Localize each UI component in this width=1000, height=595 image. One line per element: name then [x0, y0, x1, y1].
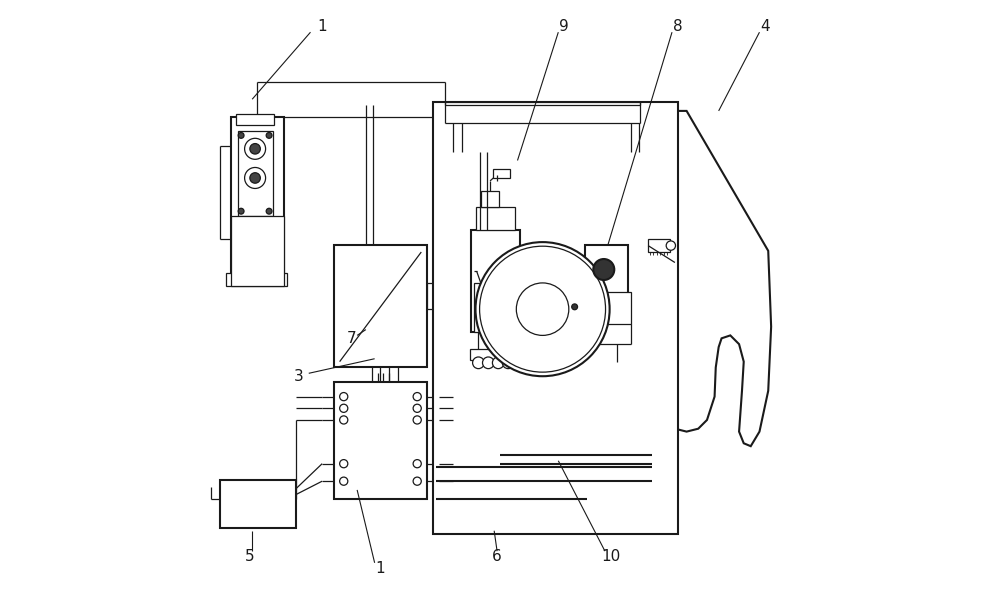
Circle shape: [516, 283, 569, 336]
Text: 10: 10: [601, 549, 620, 565]
Text: 9: 9: [559, 19, 569, 34]
Text: 8: 8: [673, 19, 683, 34]
Bar: [468, 491, 520, 528]
Circle shape: [413, 393, 421, 400]
Circle shape: [340, 459, 348, 468]
Bar: [470, 349, 528, 361]
Bar: [445, 102, 640, 105]
Bar: [433, 102, 678, 534]
Polygon shape: [669, 111, 771, 446]
Circle shape: [572, 304, 578, 310]
Circle shape: [593, 259, 614, 280]
Text: 3: 3: [294, 369, 304, 384]
Bar: [334, 382, 427, 499]
Bar: [238, 131, 273, 216]
Circle shape: [238, 208, 244, 214]
Circle shape: [238, 133, 244, 138]
Text: 1: 1: [317, 19, 327, 34]
Text: 4: 4: [760, 19, 770, 34]
Circle shape: [476, 242, 610, 376]
Bar: [471, 230, 520, 333]
Circle shape: [413, 404, 421, 412]
Bar: [476, 207, 515, 230]
Circle shape: [502, 357, 514, 369]
Polygon shape: [371, 386, 399, 400]
Circle shape: [245, 138, 266, 159]
Circle shape: [340, 393, 348, 400]
Text: 7: 7: [346, 331, 356, 346]
Bar: [572, 303, 578, 311]
Bar: [231, 117, 284, 277]
Bar: [334, 245, 427, 368]
Circle shape: [340, 477, 348, 486]
Circle shape: [492, 357, 504, 369]
Circle shape: [413, 416, 421, 424]
Bar: [493, 168, 510, 178]
Circle shape: [250, 143, 260, 154]
Text: 6: 6: [492, 549, 502, 565]
Bar: [548, 299, 572, 316]
Bar: [570, 292, 631, 324]
Bar: [481, 191, 499, 207]
Circle shape: [340, 416, 348, 424]
Circle shape: [480, 246, 606, 372]
Text: 5: 5: [244, 549, 254, 565]
Bar: [226, 273, 287, 286]
Bar: [548, 289, 555, 324]
Circle shape: [483, 357, 494, 369]
Circle shape: [666, 241, 676, 250]
Bar: [220, 480, 296, 528]
Bar: [231, 216, 284, 286]
Bar: [474, 283, 481, 333]
Circle shape: [266, 133, 272, 138]
Bar: [427, 283, 440, 309]
Circle shape: [250, 173, 260, 183]
Bar: [648, 239, 670, 252]
Bar: [585, 245, 628, 295]
Circle shape: [340, 404, 348, 412]
Circle shape: [245, 167, 266, 189]
Circle shape: [413, 459, 421, 468]
Circle shape: [473, 357, 484, 369]
Text: 1: 1: [376, 561, 385, 576]
Circle shape: [413, 477, 421, 486]
Bar: [236, 114, 274, 126]
Circle shape: [266, 208, 272, 214]
